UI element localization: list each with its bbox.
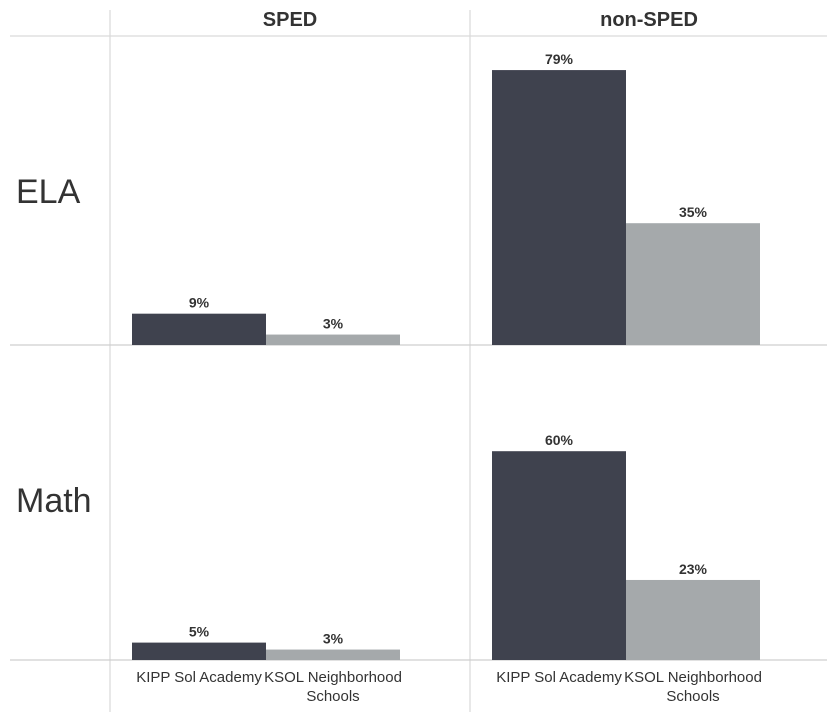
data-label-ela-non-sped-1: 35%	[679, 204, 708, 220]
bar-math-sped-1	[266, 649, 400, 660]
column-headers: SPED non-SPED	[263, 9, 698, 31]
data-label-ela-sped-0: 9%	[189, 295, 210, 311]
data-label-ela-non-sped-0: 79%	[545, 51, 574, 67]
data-label-ela-sped-1: 3%	[323, 316, 344, 332]
category-label-0-0-0: KIPP Sol Academy	[136, 669, 262, 686]
bar-ela-sped-0	[132, 313, 266, 345]
category-label-0-1-0: KSOL Neighborhood	[264, 669, 402, 686]
data-label-math-sped-0: 5%	[189, 624, 210, 640]
row-label-ela: ELA	[16, 173, 81, 211]
category-label-0-1-1: Schools	[306, 688, 359, 705]
category-label-1-1-1: Schools	[666, 688, 719, 705]
bar-ela-non-sped-0	[492, 70, 626, 345]
category-label-1-0-0: KIPP Sol Academy	[496, 669, 622, 686]
bar-math-sped-0	[132, 642, 266, 660]
column-header-non-sped: non-SPED	[600, 9, 698, 31]
row-label-math: Math	[16, 482, 92, 520]
data-label-math-non-sped-1: 23%	[679, 561, 708, 577]
bar-ela-non-sped-1	[626, 223, 760, 345]
row-labels: ELA Math	[16, 173, 92, 520]
data-label-math-non-sped-0: 60%	[545, 432, 574, 448]
bars: 9% 3% 79% 35% 5% 3% 60% 23%	[132, 51, 760, 660]
column-header-sped: SPED	[263, 9, 317, 31]
category-labels: KIPP Sol Academy KSOL NeighborhoodSchools…	[136, 669, 762, 705]
bar-ela-sped-1	[266, 334, 400, 345]
category-label-1-1-0: KSOL Neighborhood	[624, 669, 762, 686]
bar-math-non-sped-0	[492, 451, 626, 660]
data-label-math-sped-1: 3%	[323, 631, 344, 647]
bar-math-non-sped-1	[626, 579, 760, 660]
